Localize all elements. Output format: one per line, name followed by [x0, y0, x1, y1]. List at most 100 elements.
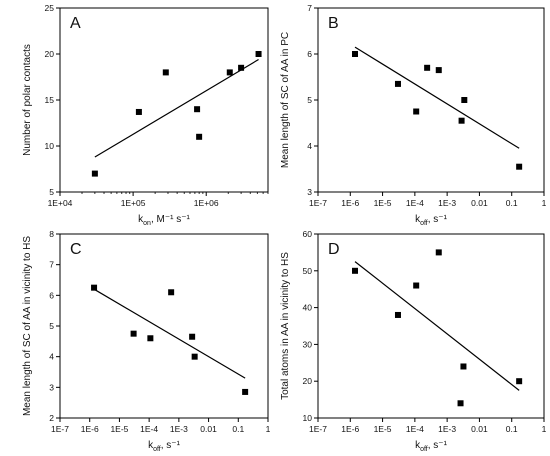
- x-tick-label: 0.1: [506, 424, 518, 434]
- trend-line: [94, 59, 259, 158]
- y-tick-label: 15: [45, 95, 55, 105]
- x-axis-label-rest: , M⁻¹ s⁻¹: [151, 214, 191, 225]
- y-tick-label: 30: [303, 339, 313, 349]
- data-point: [435, 249, 442, 256]
- x-tick-label: 1E-6: [341, 424, 359, 434]
- data-point: [435, 67, 442, 74]
- y-tick-label: 50: [303, 266, 313, 276]
- panel-letter: C: [70, 241, 82, 258]
- x-tick-label: 1: [266, 424, 271, 434]
- data-point: [516, 378, 523, 385]
- x-axis-label-rest: , s⁻¹: [428, 440, 448, 451]
- x-tick-label: 1E-4: [140, 424, 158, 434]
- y-tick-label: 40: [303, 303, 313, 313]
- y-axis-label: Total atoms in AA in vicinity to HS: [280, 252, 291, 400]
- x-tick-label: 1E-7: [309, 424, 327, 434]
- trend-line: [354, 261, 520, 391]
- y-tick-label: 20: [45, 49, 55, 59]
- x-axis-label: kon, M⁻¹ s⁻¹: [138, 214, 190, 227]
- y-tick-label: 4: [49, 352, 54, 362]
- y-axis-label: Mean length of SC of AA in PC: [280, 32, 291, 168]
- y-tick-label: 60: [303, 229, 313, 239]
- x-tick-label: 0.01: [200, 424, 217, 434]
- x-tick-label: 1E-3: [438, 198, 456, 208]
- x-axis-label-sub: off: [420, 220, 428, 227]
- x-axis-label-main: k: [415, 440, 421, 451]
- chart-panel-b: B 1E-7 1E-6 1E-5 1E-4 1E-3 0.01 0.1 1 3 4 5 6 7 Mean l…: [280, 3, 547, 227]
- data-point: [135, 108, 142, 115]
- trend-line: [93, 288, 246, 379]
- y-tick-label: 5: [307, 95, 312, 105]
- x-tick-label: 1E-3: [170, 424, 188, 434]
- x-tick-label: 0.01: [471, 424, 488, 434]
- data-point: [394, 311, 401, 318]
- data-point: [424, 64, 431, 71]
- x-axis-label: koff, s⁻¹: [415, 440, 447, 453]
- x-axis-label: koff, s⁻¹: [415, 214, 447, 227]
- x-tick-label: 0.1: [232, 424, 244, 434]
- trend-line: [354, 46, 520, 149]
- y-axis-label: Number of polar contacts: [22, 44, 33, 156]
- y-tick-label: 4: [307, 141, 312, 151]
- data-point: [130, 330, 137, 337]
- data-point: [226, 69, 233, 76]
- x-axis-label-rest: , s⁻¹: [161, 440, 181, 451]
- data-point: [91, 170, 98, 177]
- x-axis-label-sub: off: [420, 446, 428, 453]
- data-point: [460, 363, 467, 370]
- data-point: [255, 51, 262, 57]
- y-tick-label: 25: [45, 3, 55, 13]
- data-point: [147, 335, 154, 342]
- x-tick-label: 1E-6: [81, 424, 99, 434]
- data-point: [242, 388, 249, 395]
- y-tick-label: 5: [49, 321, 54, 331]
- x-axis-label: koff, s⁻¹: [148, 440, 180, 453]
- data-point: [461, 97, 468, 103]
- x-axis-label-main: k: [415, 214, 421, 225]
- data-point: [91, 284, 98, 291]
- x-tick-label: 1E+05: [121, 198, 146, 208]
- x-tick-label: 1: [542, 198, 547, 208]
- data-point: [352, 51, 359, 57]
- x-axis-label-sub: on: [143, 220, 151, 227]
- x-axis-label-sub: off: [153, 446, 161, 453]
- data-point: [457, 400, 464, 407]
- chart-panel-c: C 1E-7 1E-6 1E-5 1E-4 1E-3 0.01 0.1 1 2 3 4 5 6 7 8 Mean…: [22, 229, 271, 453]
- data-point: [413, 108, 420, 115]
- y-tick-label: 6: [49, 290, 54, 300]
- panel-letter: A: [70, 15, 81, 32]
- chart-panel-d: D 1E-7 1E-6 1E-5 1E-4 1E-3 0.01 0.1 1 10 20 30 40 50 6…: [280, 229, 547, 453]
- data-point: [352, 267, 359, 274]
- x-tick-label: 0.1: [506, 198, 518, 208]
- y-tick-label: 7: [49, 260, 54, 270]
- x-tick-label: 1E-4: [406, 198, 424, 208]
- x-tick-label: 1E-7: [309, 198, 327, 208]
- x-tick-label: 1E-4: [406, 424, 424, 434]
- y-tick-label: 3: [49, 382, 54, 392]
- y-tick-label: 20: [303, 376, 313, 386]
- x-tick-label: 1E-5: [374, 198, 392, 208]
- data-point: [458, 117, 465, 124]
- y-tick-label: 2: [49, 413, 54, 423]
- data-point: [394, 80, 401, 87]
- x-tick-label: 1E-5: [374, 424, 392, 434]
- x-tick-label: 0.01: [471, 198, 488, 208]
- x-tick-label: 1E-5: [110, 424, 128, 434]
- y-tick-label: 5: [49, 187, 54, 197]
- data-point: [238, 64, 245, 71]
- plot-frame: [317, 233, 545, 419]
- x-tick-label: 1E-3: [438, 424, 456, 434]
- y-tick-label: 10: [45, 141, 55, 151]
- data-point: [516, 163, 523, 170]
- data-point: [162, 69, 169, 76]
- y-tick-label: 8: [49, 229, 54, 239]
- plot-frame: [59, 233, 269, 419]
- data-point: [189, 333, 196, 340]
- panel-letter: B: [328, 15, 339, 32]
- x-axis-label-rest: , s⁻¹: [428, 214, 448, 225]
- y-axis-label: Mean length of SC of AA in vicinity to H…: [22, 236, 33, 416]
- plot-frame: [59, 7, 269, 193]
- x-tick-label: 1: [542, 424, 547, 434]
- x-tick-label: 1E-7: [51, 424, 69, 434]
